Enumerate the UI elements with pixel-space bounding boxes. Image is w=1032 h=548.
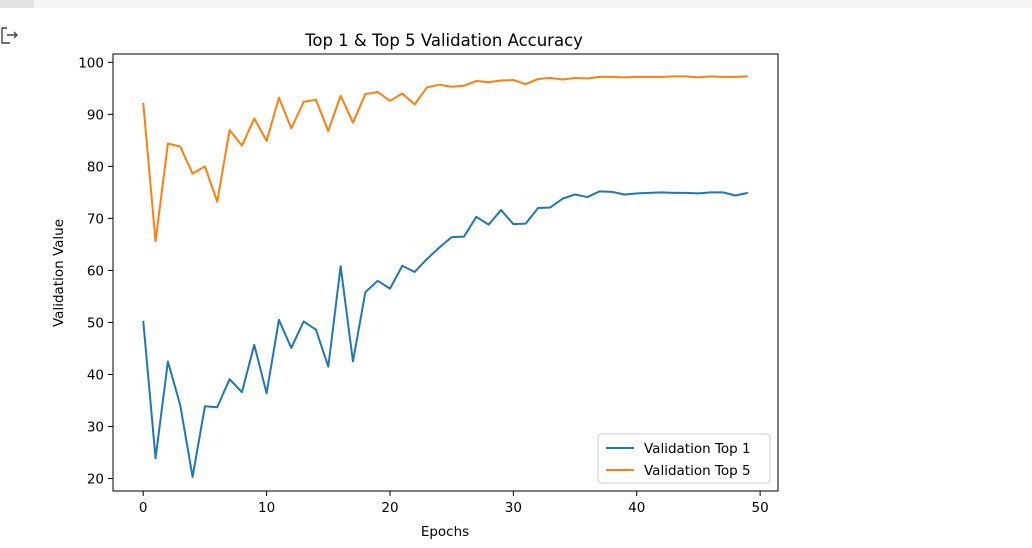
- legend: Validation Top 1 Validation Top 5: [597, 433, 771, 484]
- plot-frame: [112, 53, 779, 492]
- y-tick-label: 30: [87, 419, 104, 435]
- plot-background: [113, 54, 778, 491]
- legend-box: [597, 433, 771, 484]
- x-tick-label: 30: [505, 500, 522, 516]
- y-tick-label: 70: [87, 211, 104, 227]
- x-tick-label: 10: [258, 500, 275, 516]
- x-axis-label: Epochs: [421, 524, 469, 540]
- series-line-1: [142, 190, 748, 478]
- series-line-2: [142, 75, 748, 243]
- y-axis-label: Validation Value: [51, 219, 67, 327]
- chart-title: Top 1 & Top 5 Validation Accuracy: [304, 31, 583, 50]
- x-tick-label: 40: [628, 500, 645, 516]
- x-tick-label: 20: [381, 500, 398, 516]
- y-tick-label: 50: [87, 315, 104, 331]
- notebook-top-tab[interactable]: [0, 0, 34, 8]
- legend-label: Validation Top 1: [644, 441, 751, 457]
- y-tick-label: 90: [87, 107, 104, 123]
- notebook-top-bar: [0, 0, 1032, 8]
- x-tick-label: 0: [139, 500, 148, 516]
- output-arrow-icon[interactable]: [0, 20, 24, 50]
- legend-label: Validation Top 5: [644, 463, 751, 479]
- y-tick-label: 20: [87, 472, 104, 488]
- y-tick-label: 100: [78, 55, 104, 71]
- y-tick-label: 40: [87, 367, 104, 383]
- y-tick-label: 60: [87, 263, 104, 279]
- y-tick-label: 80: [87, 159, 104, 175]
- x-tick-label: 50: [752, 500, 769, 516]
